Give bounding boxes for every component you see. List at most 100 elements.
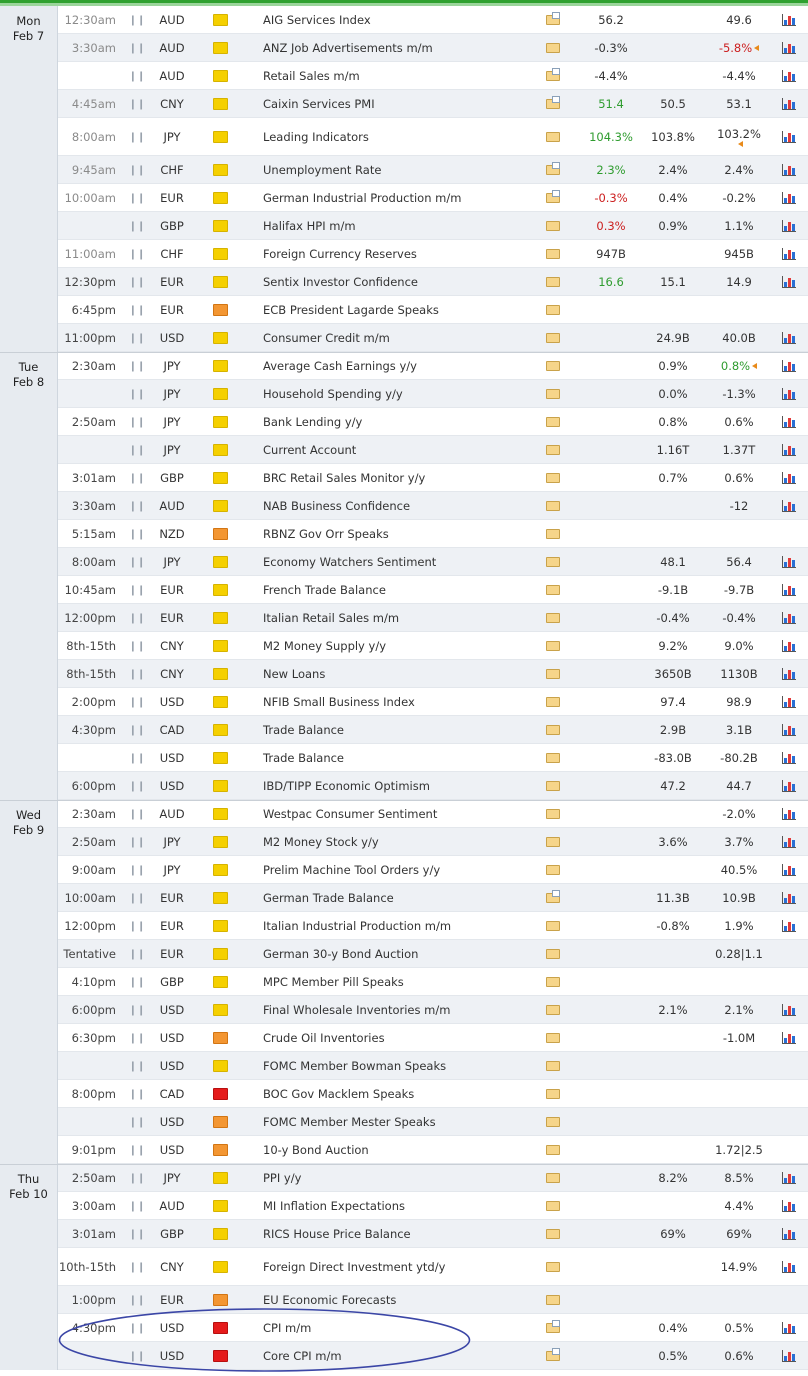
event-title[interactable]: NFIB Small Business Index <box>263 695 415 709</box>
event-row[interactable]: 2:30am ❙❙ AUD Westpac Consumer Sentiment -2.… <box>0 800 808 828</box>
event-row[interactable]: 12:00pm ❙❙ EUR Italian Retail Sales m/m -0.4… <box>0 604 808 632</box>
detail-folder-icon[interactable] <box>544 464 562 492</box>
event-row[interactable]: ❙❙ USD Trade Balance -83.0B -80.2B <box>0 744 808 772</box>
sound-alert-icon[interactable]: ❙❙ <box>128 1060 146 1072</box>
chart-icon[interactable] <box>780 90 798 118</box>
chart-icon[interactable] <box>780 240 798 268</box>
event-title[interactable]: German Trade Balance <box>263 891 394 905</box>
detail-folder-icon[interactable] <box>544 1286 562 1314</box>
chart-icon[interactable] <box>780 1220 798 1248</box>
sound-alert-icon[interactable]: ❙❙ <box>128 1200 146 1212</box>
detail-folder-icon[interactable] <box>544 184 562 212</box>
event-title[interactable]: FOMC Member Bowman Speaks <box>263 1059 447 1073</box>
event-title[interactable]: M2 Money Stock y/y <box>263 835 379 849</box>
event-title[interactable]: French Trade Balance <box>263 583 386 597</box>
detail-folder-icon[interactable] <box>544 6 562 34</box>
chart-icon[interactable] <box>780 1248 798 1286</box>
sound-alert-icon[interactable]: ❙❙ <box>128 14 146 26</box>
sound-alert-icon[interactable]: ❙❙ <box>128 1350 146 1362</box>
sound-alert-icon[interactable]: ❙❙ <box>128 612 146 624</box>
chart-icon[interactable] <box>780 436 798 464</box>
detail-folder-icon[interactable] <box>544 968 562 996</box>
event-row[interactable]: 4:10pm ❙❙ GBP MPC Member Pill Speaks <box>0 968 808 996</box>
event-title[interactable]: NAB Business Confidence <box>263 499 411 513</box>
sound-alert-icon[interactable]: ❙❙ <box>128 360 146 372</box>
detail-folder-icon[interactable] <box>544 940 562 968</box>
event-title[interactable]: Bank Lending y/y <box>263 415 363 429</box>
event-row[interactable]: 6:30pm ❙❙ USD Crude Oil Inventories -1.0M <box>0 1024 808 1052</box>
event-row[interactable]: 1:00pm ❙❙ EUR EU Economic Forecasts <box>0 1286 808 1314</box>
sound-alert-icon[interactable]: ❙❙ <box>128 248 146 260</box>
event-title[interactable]: Italian Retail Sales m/m <box>263 611 400 625</box>
sound-alert-icon[interactable]: ❙❙ <box>128 192 146 204</box>
detail-folder-icon[interactable] <box>544 324 562 352</box>
sound-alert-icon[interactable]: ❙❙ <box>128 556 146 568</box>
event-row[interactable]: ❙❙ GBP Halifax HPI m/m 0.3% 0.9% 1.1% <box>0 212 808 240</box>
detail-folder-icon[interactable] <box>544 1248 562 1286</box>
event-row[interactable]: 9:00am ❙❙ JPY Prelim Machine Tool Orders y/… <box>0 856 808 884</box>
event-row[interactable]: 3:01am ❙❙ GBP BRC Retail Sales Monitor y/y 0… <box>0 464 808 492</box>
detail-folder-icon[interactable] <box>544 212 562 240</box>
detail-folder-icon[interactable] <box>544 62 562 90</box>
detail-folder-icon[interactable] <box>544 240 562 268</box>
event-row[interactable]: 3:01am ❙❙ GBP RICS House Price Balance 69% 69… <box>0 1220 808 1248</box>
event-title[interactable]: BRC Retail Sales Monitor y/y <box>263 471 426 485</box>
sound-alert-icon[interactable]: ❙❙ <box>128 70 146 82</box>
sound-alert-icon[interactable]: ❙❙ <box>128 1004 146 1016</box>
event-title[interactable]: AIG Services Index <box>263 13 371 27</box>
event-title[interactable]: Retail Sales m/m <box>263 69 360 83</box>
detail-folder-icon[interactable] <box>544 1220 562 1248</box>
event-title[interactable]: Crude Oil Inventories <box>263 1031 385 1045</box>
detail-folder-icon[interactable] <box>544 1192 562 1220</box>
detail-folder-icon[interactable] <box>544 772 562 800</box>
event-title[interactable]: Average Cash Earnings y/y <box>263 359 417 373</box>
detail-folder-icon[interactable] <box>544 884 562 912</box>
event-row[interactable]: 6:45pm ❙❙ EUR ECB President Lagarde Speaks <box>0 296 808 324</box>
detail-folder-icon[interactable] <box>544 1080 562 1108</box>
sound-alert-icon[interactable]: ❙❙ <box>128 1116 146 1128</box>
sound-alert-icon[interactable]: ❙❙ <box>128 1144 146 1156</box>
event-title[interactable]: RBNZ Gov Orr Speaks <box>263 527 389 541</box>
sound-alert-icon[interactable]: ❙❙ <box>128 276 146 288</box>
sound-alert-icon[interactable]: ❙❙ <box>128 1032 146 1044</box>
sound-alert-icon[interactable]: ❙❙ <box>128 388 146 400</box>
event-title[interactable]: German Industrial Production m/m <box>263 191 462 205</box>
sound-alert-icon[interactable]: ❙❙ <box>128 696 146 708</box>
event-row[interactable]: 8:00am ❙❙ JPY Leading Indicators 104.3% 103.8… <box>0 118 808 156</box>
detail-folder-icon[interactable] <box>544 576 562 604</box>
chart-icon[interactable] <box>780 884 798 912</box>
chart-icon[interactable] <box>780 1164 798 1192</box>
sound-alert-icon[interactable]: ❙❙ <box>128 1294 146 1306</box>
event-row[interactable]: ❙❙ JPY Household Spending y/y 0.0% -1.3% <box>0 380 808 408</box>
chart-icon[interactable] <box>780 744 798 772</box>
event-title[interactable]: Core CPI m/m <box>263 1349 342 1363</box>
event-row[interactable]: 12:00pm ❙❙ EUR Italian Industrial Productio… <box>0 912 808 940</box>
event-row[interactable]: Tentative ❙❙ EUR German 30-y Bond Auction 0.… <box>0 940 808 968</box>
event-row[interactable]: 8th-15th ❙❙ CNY M2 Money Supply y/y 9.2% 9.0% <box>0 632 808 660</box>
detail-folder-icon[interactable] <box>544 856 562 884</box>
detail-folder-icon[interactable] <box>544 660 562 688</box>
chart-icon[interactable] <box>780 1192 798 1220</box>
sound-alert-icon[interactable]: ❙❙ <box>128 472 146 484</box>
event-row[interactable]: 3:00am ❙❙ AUD MI Inflation Expectations 4.4% <box>0 1192 808 1220</box>
event-title[interactable]: Unemployment Rate <box>263 163 382 177</box>
event-row[interactable]: 6:00pm ❙❙ USD Final Wholesale Inventories m… <box>0 996 808 1024</box>
event-title[interactable]: Prelim Machine Tool Orders y/y <box>263 863 441 877</box>
event-row[interactable]: ❙❙ AUD Retail Sales m/m -4.4% -4.4% <box>0 62 808 90</box>
event-title[interactable]: Sentix Investor Confidence <box>263 275 418 289</box>
detail-folder-icon[interactable] <box>544 1136 562 1164</box>
chart-icon[interactable] <box>780 380 798 408</box>
sound-alert-icon[interactable]: ❙❙ <box>128 42 146 54</box>
chart-icon[interactable] <box>780 352 798 380</box>
event-row[interactable]: 4:30pm ❙❙ USD CPI m/m 0.4% 0.5% <box>0 1314 808 1342</box>
event-title[interactable]: Final Wholesale Inventories m/m <box>263 1003 451 1017</box>
event-title[interactable]: Italian Industrial Production m/m <box>263 919 452 933</box>
event-title[interactable]: ECB President Lagarde Speaks <box>263 303 439 317</box>
chart-icon[interactable] <box>780 324 798 352</box>
sound-alert-icon[interactable]: ❙❙ <box>128 304 146 316</box>
event-title[interactable]: New Loans <box>263 667 326 681</box>
detail-folder-icon[interactable] <box>544 352 562 380</box>
detail-folder-icon[interactable] <box>544 800 562 828</box>
chart-icon[interactable] <box>780 716 798 744</box>
sound-alert-icon[interactable]: ❙❙ <box>128 332 146 344</box>
